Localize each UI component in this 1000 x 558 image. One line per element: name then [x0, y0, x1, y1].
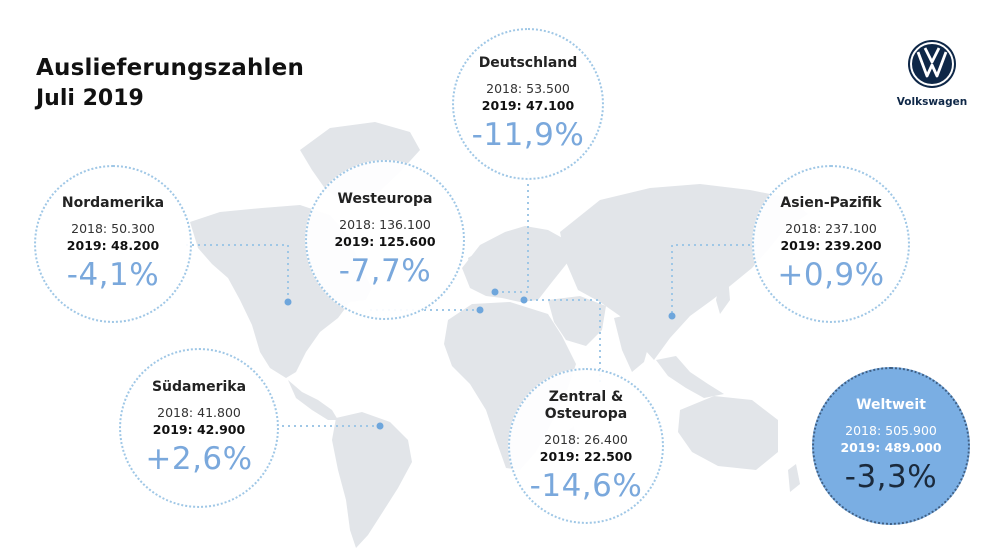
map-middle-east [548, 296, 606, 346]
value-2019: 2019: 239.200 [780, 238, 882, 254]
region-name: Deutschland [478, 55, 578, 72]
region-name: Weltweit [856, 397, 926, 414]
connector-asien [671, 244, 756, 315]
value-2018: 2018: 136.100 [339, 216, 431, 232]
value-2018: 2018: 41.800 [157, 404, 241, 420]
region-name: Nordamerika [61, 195, 165, 212]
map-se-asia [656, 356, 724, 398]
change-percent: -4,1% [66, 256, 160, 293]
bubble-deutschland: Deutschland 2018: 53.500 2019: 47.100 -1… [452, 28, 604, 180]
connector-nordamerika [186, 244, 289, 300]
brand-name: Volkswagen [896, 96, 968, 108]
value-2019: 2019: 125.600 [334, 234, 436, 250]
dot-nordamerika [284, 298, 292, 306]
dot-asien [668, 312, 676, 320]
change-percent: -3,3% [844, 458, 938, 495]
region-name-line1: Zentral & [548, 388, 624, 405]
value-2018: 2018: 50.300 [71, 220, 155, 236]
region-name: Südamerika [151, 379, 247, 396]
connector-zentral [524, 299, 601, 382]
map-europe [462, 226, 568, 302]
bubble-weltweit: Weltweit 2018: 505.900 2019: 489.000 -3,… [812, 367, 970, 525]
page-title: Auslieferungszahlen [36, 55, 305, 81]
map-india [614, 312, 652, 372]
value-2018: 2018: 505.900 [845, 422, 937, 438]
dot-zentral [520, 296, 528, 304]
value-2019: 2019: 48.200 [66, 238, 160, 254]
value-2018: 2018: 53.500 [486, 80, 570, 96]
value-2018: 2018: 237.100 [785, 220, 877, 236]
volkswagen-logo: Volkswagen [896, 38, 968, 118]
bubble-suedamerika: Südamerika 2018: 41.800 2019: 42.900 +2,… [119, 348, 279, 508]
value-2019: 2019: 47.100 [481, 98, 575, 114]
map-uk [468, 252, 480, 276]
change-percent: -7,7% [338, 252, 432, 289]
region-name: Westeuropa [337, 191, 433, 208]
map-central-america [288, 380, 338, 420]
region-name: Zentral & Osteuropa [545, 389, 627, 424]
value-2019: 2019: 489.000 [840, 440, 942, 456]
change-percent: -11,9% [471, 116, 585, 153]
map-south-america [332, 412, 412, 548]
map-japan [716, 276, 730, 314]
bubble-asien-pazifik: Asien-Pazifik 2018: 237.100 2019: 239.20… [752, 165, 910, 323]
change-percent: +2,6% [145, 440, 253, 477]
region-name-line2: Osteuropa [544, 406, 628, 422]
region-name: Asien-Pazifik [780, 195, 882, 212]
value-2018: 2018: 26.400 [544, 431, 628, 447]
dot-deutschland [491, 288, 499, 296]
change-percent: +0,9% [777, 256, 885, 293]
bubble-westeuropa: Westeuropa 2018: 136.100 2019: 125.600 -… [305, 160, 465, 320]
bubble-nordamerika: Nordamerika 2018: 50.300 2019: 48.200 -4… [34, 165, 192, 323]
map-asia [560, 184, 808, 360]
value-2019: 2019: 22.500 [539, 449, 633, 464]
connector-deutschland [495, 172, 529, 293]
map-australia [678, 396, 778, 470]
map-new-zealand [788, 464, 800, 492]
dot-suedamerika [376, 422, 384, 430]
value-2019: 2019: 42.900 [152, 422, 246, 438]
vw-logo-icon [908, 40, 956, 88]
change-percent: -14,6% [529, 467, 643, 504]
bubble-zentral-osteuropa: Zentral & Osteuropa 2018: 26.400 2019: 2… [508, 368, 664, 524]
dot-westeuropa [476, 306, 484, 314]
page-subtitle: Juli 2019 [36, 86, 144, 111]
